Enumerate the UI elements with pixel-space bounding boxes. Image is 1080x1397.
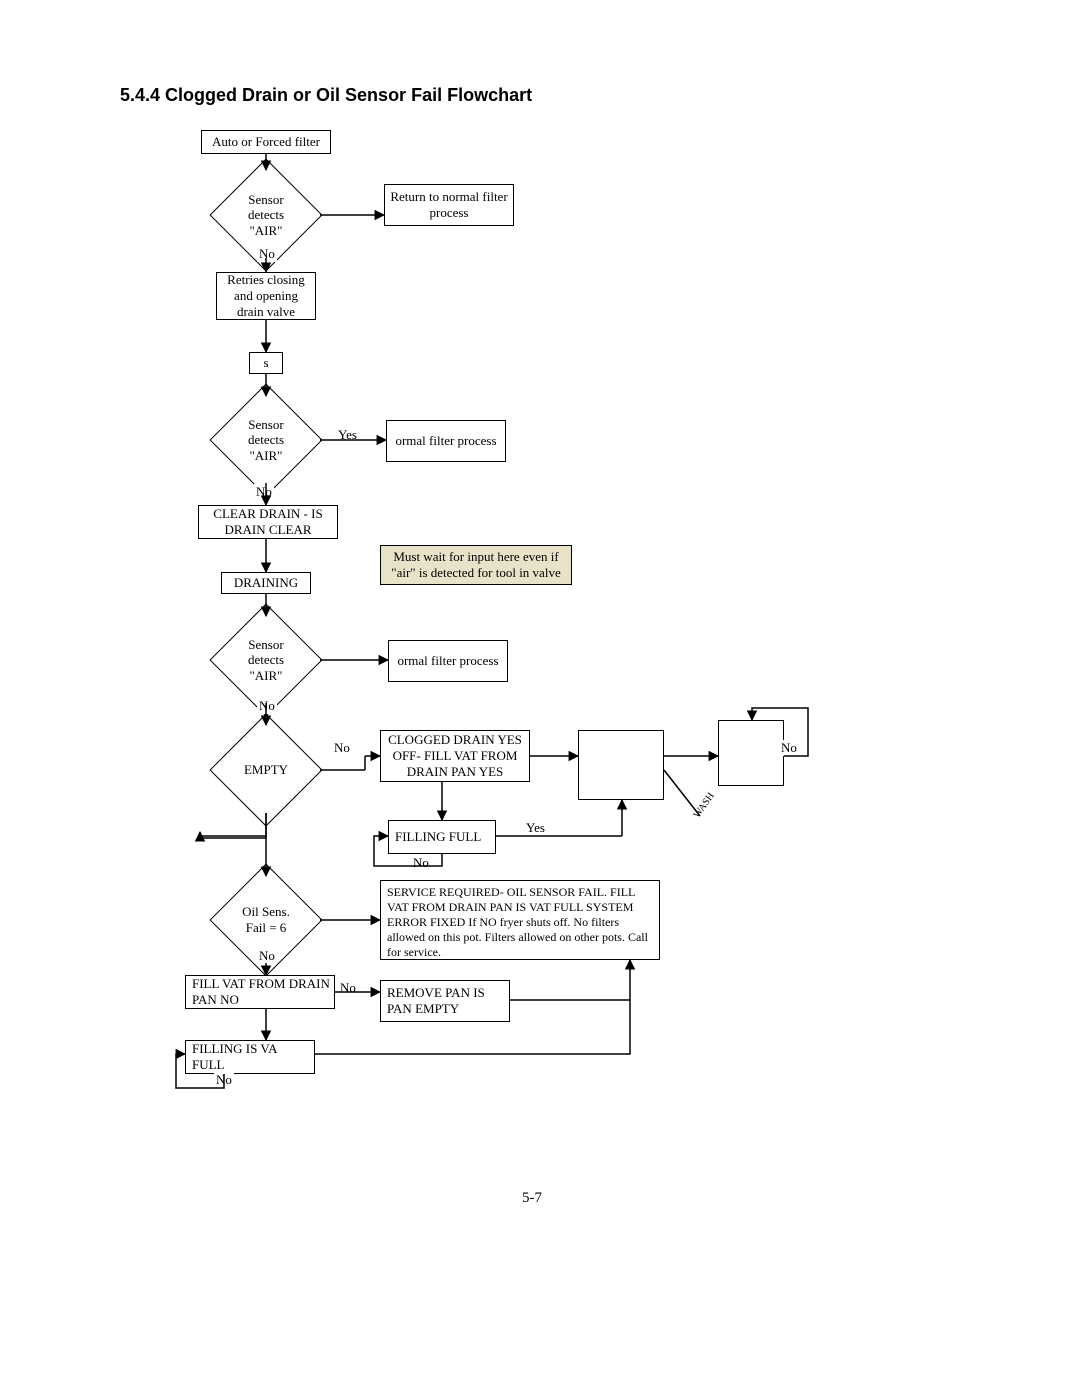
edge-d1-no: No bbox=[257, 246, 277, 262]
node-fill2: FILLING IS VA FULL bbox=[185, 1040, 315, 1074]
node-ret2: ormal filter process bbox=[386, 420, 506, 462]
node-box-r1 bbox=[578, 730, 664, 800]
edge-d2-yes: Yes bbox=[336, 427, 359, 443]
node-note: Must wait for input here even if "air" i… bbox=[380, 545, 572, 585]
edge-empty-no: No bbox=[332, 740, 352, 756]
edge-d2-no: No bbox=[254, 484, 274, 500]
node-clear: CLEAR DRAIN - IS DRAIN CLEAR bbox=[198, 505, 338, 539]
edge-fill2-no: No bbox=[214, 1072, 234, 1088]
edge-fail6-no: No bbox=[257, 948, 277, 964]
node-fillvat: FILL VAT FROM DRAIN PAN NO bbox=[185, 975, 335, 1009]
node-fill1: FILLING FULL bbox=[388, 820, 496, 854]
node-service: SERVICE REQUIRED- OIL SENSOR FAIL. FILL … bbox=[380, 880, 660, 960]
node-start: Auto or Forced filter bbox=[201, 130, 331, 154]
node-ret1: Return to normal filter process bbox=[384, 184, 514, 226]
edge-wash: WASH bbox=[690, 789, 718, 822]
node-d2: Sensor detects "AIR" bbox=[226, 400, 306, 480]
edge-d3-no: No bbox=[257, 698, 277, 714]
edge-r2-no: No bbox=[779, 740, 799, 756]
page-title: 5.4.4 Clogged Drain or Oil Sensor Fail F… bbox=[120, 85, 532, 106]
node-ret3: ormal filter process bbox=[388, 640, 508, 682]
node-d3: Sensor detects "AIR" bbox=[226, 620, 306, 700]
node-clog: CLOGGED DRAIN YES OFF- FILL VAT FROM DRA… bbox=[380, 730, 530, 782]
node-drain: DRAINING bbox=[221, 572, 311, 594]
node-remove: REMOVE PAN IS PAN EMPTY bbox=[380, 980, 510, 1022]
node-box-r2 bbox=[718, 720, 784, 786]
node-retry: Retries closing and opening drain valve bbox=[216, 272, 316, 320]
edge-fill1-yes: Yes bbox=[524, 820, 547, 836]
edge-fill1-no: No bbox=[411, 855, 431, 871]
node-wait1: s bbox=[249, 352, 283, 374]
edge-fillvat-no: No bbox=[338, 980, 358, 996]
node-d1: Sensor detects "AIR" bbox=[226, 175, 306, 255]
page-number: 5-7 bbox=[522, 1190, 542, 1207]
node-d-empty: EMPTY bbox=[226, 730, 306, 810]
flow-connectors bbox=[0, 0, 1080, 1397]
